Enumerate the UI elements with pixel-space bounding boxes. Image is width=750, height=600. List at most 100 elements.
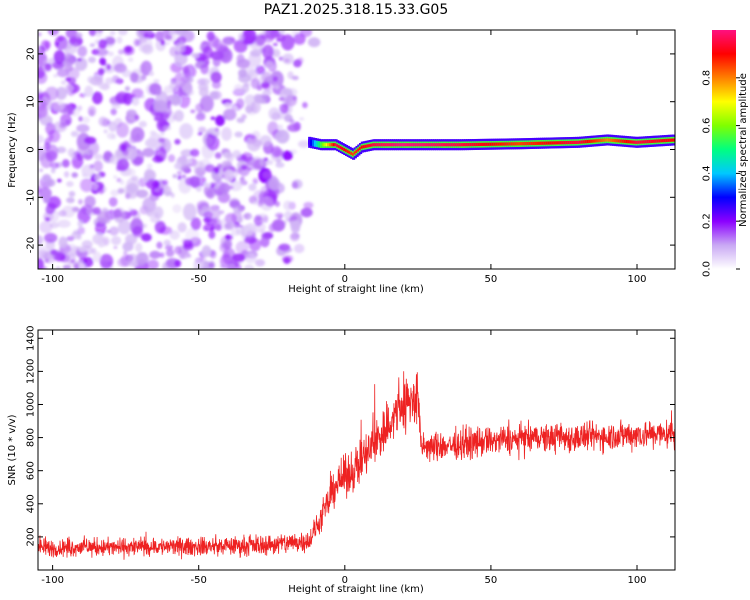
spectrogram-noise-blob [92,251,102,263]
spectrogram-noise-blob [106,132,116,140]
spectrogram-noise-blob [214,185,220,190]
spectrogram-tone-cell [606,138,610,142]
spectrogram-noise-blob [96,235,111,247]
spectrogram-tone-cell [627,140,631,144]
spectrogram-tone-cell [330,143,334,147]
spectrogram-tone-cell [602,138,606,142]
spectrogram-noise-blob [254,93,262,104]
spectrogram-noise-blob [198,86,209,98]
spectrogram-noise-blob [200,63,209,75]
spectrogram-tone-cell [336,144,340,148]
spectrogram-tone-cell [667,138,671,142]
spectrogram-noise-blob [78,262,86,269]
spectrogram-noise-blob [53,50,65,65]
spectrogram-noise-blob [155,30,165,42]
spectrogram-noise-blob [78,246,87,253]
spectrogram-noise-blob [182,65,190,74]
spectrogram-noise-blob [164,244,174,250]
colorbar-tick-label: 0.8 [702,70,713,86]
spectrogram-xtick-label: 100 [627,274,646,285]
spectrogram-noise-blob [78,198,83,205]
spectrogram-noise-blob [141,233,152,242]
spectrogram-noise-blob [99,253,114,269]
spectrogram-noise-blob [140,60,153,76]
spectrogram-noise-blob [182,239,193,248]
spectrogram-noise-blob [105,77,114,85]
spectrogram-tone-cell [374,143,378,147]
spectrogram-tone-cell [504,142,509,146]
spectrogram-noise-blob [223,102,232,108]
spectrogram-tone-cell [477,142,481,147]
spectrogram-noise-blob [87,141,100,155]
spectrogram-noise-blob [116,122,129,138]
spectrogram-noise-blob [65,30,78,39]
spectrogram-noise-blob [38,235,44,245]
spectrogram-noise-blob [160,39,166,46]
spectrogram-noise-blob [56,69,69,78]
spectrogram-noise-blob [160,130,165,136]
spectrogram-noise-blob [113,246,118,249]
spectrogram-noise-blob [180,149,194,158]
spectrogram-noise-blob [106,230,111,233]
spectrogram-tone-cell [506,142,511,146]
spectrogram-noise-blob [101,83,110,91]
spectrogram-ytick-label: 10 [26,95,37,108]
spectrogram-noise-blob [77,45,88,57]
spectrogram-tone-cell [479,142,483,147]
spectrogram-noise-blob [172,174,178,179]
spectrogram-noise-blob [76,124,90,133]
spectrogram-tone-cell [438,143,442,147]
snr-ytick-label: 1200 [26,359,37,384]
spectrogram-tone-cell [327,143,331,147]
spectrogram-noise-blob [113,207,126,223]
spectrogram-noise-blob [260,229,265,234]
spectrogram-tone-cell [663,138,668,143]
spectrogram-tone-cell [388,143,392,147]
spectrogram-noise-blob [84,85,94,97]
spectrogram-noise-blob [65,54,70,59]
spectrogram-tone-cell [619,139,624,143]
spectrogram-noise-blob [250,135,255,140]
spectrogram-noise-blob [291,225,300,234]
spectrogram-noise-blob [66,235,75,242]
spectrogram-noise-blob [92,207,102,215]
spectrogram-tone-cell [460,143,464,147]
spectrogram-noise-blob [221,127,232,141]
spectrogram-noise-blob [62,264,72,269]
spectrogram-noise-blob [159,111,170,121]
spectrogram-noise-blob [111,75,120,84]
spectrogram-noise-blob [165,248,175,257]
spectrogram-noise-blob [81,164,95,178]
spectrogram-noise-blob [108,51,114,57]
spectrogram-tone-cell [576,140,581,144]
spectrogram-noise-blob [238,216,244,223]
spectrogram-noise-blob [66,197,75,204]
spectrogram-tone-cell [646,140,651,144]
spectrogram-noise-blob [77,105,83,111]
spectrogram-noise-blob [208,230,216,239]
spectrogram-tone-cell [467,142,472,147]
spectrogram-noise-blob [94,173,101,181]
spectrogram-tone-cell [514,142,518,146]
spectrogram-noise-blob [130,175,139,181]
spectrogram-noise-blob [246,137,261,152]
spectrogram-noise-blob [185,158,192,164]
spectrogram-tone-cell [315,142,320,146]
spectrogram-tone-cell [321,143,325,147]
spectrogram-noise-blob [52,100,65,111]
spectrogram-noise-blob [153,117,161,122]
spectrogram-tone-cell [547,141,551,145]
spectrogram-tone-cell [462,143,466,147]
spectrogram-tone-cell [608,138,612,142]
spectrogram-tone-cell [334,143,338,147]
spectrogram-tone-cell [310,141,314,145]
spectrogram-noise-blob [40,40,50,52]
spectrogram-noise-blob [110,189,120,197]
spectrogram-noise-blob [291,181,299,189]
spectrogram-noise-blob [158,137,166,143]
spectrogram-noise-blob [43,197,49,204]
spectrogram-noise-blob [60,80,67,85]
spectrogram-noise-blob [75,32,83,39]
spectrogram-noise-blob [46,178,56,187]
snr-xlabel: Height of straight line (km) [288,584,424,595]
